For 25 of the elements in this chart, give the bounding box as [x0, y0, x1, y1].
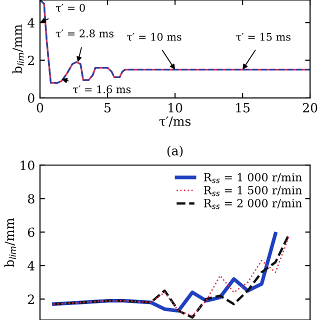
y-tick-label: 4: [28, 18, 35, 28]
annotation: τ′ = 1.6 ms: [73, 85, 131, 94]
x-tick-label: 0: [36, 103, 44, 112]
x-tick-label: 15: [236, 103, 250, 112]
y-tick-label: 8: [28, 194, 34, 204]
y-axis-title: b$_{lim}$/mm: [12, 24, 24, 74]
x-tick-label: 20: [302, 103, 318, 112]
y-tick-label: 0: [28, 93, 34, 103]
x-tick-label: 10: [168, 103, 182, 112]
annotation: τ′ = 0: [56, 4, 85, 12]
y-tick-label: 4: [28, 261, 35, 270]
x-tick-label: 5: [104, 103, 111, 112]
annotation: τ′ = 10 ms: [126, 32, 182, 41]
legend-label: R$_{ss}$ = 1 000 r/min: [204, 173, 302, 184]
y-tick-label: 2: [28, 294, 34, 304]
legend-label: R$_{ss}$ = 2 000 r/min: [204, 198, 302, 210]
y-axis-title: b$_{lim}$/mm: [4, 218, 16, 268]
y-tick-label: 2: [28, 56, 34, 66]
annotation: τ′ = 2.8 ms: [56, 30, 114, 38]
y-tick-label: 6: [28, 228, 34, 238]
y-tick-label: 10: [20, 160, 34, 170]
legend-label: R$_{ss}$ = 1 500 r/min: [204, 186, 302, 196]
text: (a): [167, 146, 183, 158]
x-axis-title: τ′/ms: [159, 116, 191, 127]
annotation: τ′ = 15 ms: [236, 32, 290, 41]
